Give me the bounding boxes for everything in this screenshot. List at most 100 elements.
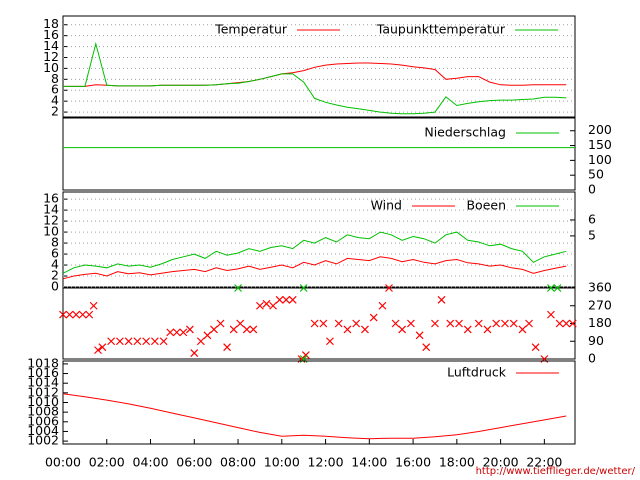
point-marker	[299, 284, 308, 292]
marker-stroke	[319, 319, 328, 328]
marker-stroke	[547, 284, 555, 292]
point-marker	[385, 284, 393, 292]
marker-stroke	[190, 349, 199, 358]
point-marker	[446, 319, 455, 328]
point-marker	[72, 310, 81, 319]
y2-tick-label: 0	[588, 351, 596, 366]
marker-stroke	[234, 284, 242, 292]
marker-stroke	[124, 337, 133, 346]
point-marker	[65, 310, 74, 319]
marker-stroke	[369, 313, 378, 322]
point-marker	[282, 295, 291, 304]
point-marker	[415, 331, 424, 340]
y2-tick-label: 5	[588, 227, 596, 242]
marker-stroke	[431, 319, 439, 328]
y-tick-label: 4	[51, 93, 59, 108]
marker-stroke	[406, 319, 415, 328]
point-marker	[249, 325, 258, 334]
panel-frame	[62, 15, 576, 118]
x-tick-label: 18:00	[439, 455, 475, 470]
point-marker	[398, 325, 407, 334]
marker-stroke	[115, 337, 124, 346]
legend-label: Niederschlag	[424, 125, 506, 140]
y2-tick-label: 180	[588, 315, 612, 330]
panel-frame	[62, 117, 576, 191]
marker-stroke	[242, 325, 251, 334]
y2-tick-label: 100	[588, 152, 612, 167]
series-line	[62, 231, 567, 274]
series-line	[63, 62, 567, 87]
marker-stroke	[501, 319, 509, 328]
point-marker	[492, 319, 501, 328]
point-marker	[190, 349, 199, 358]
point-marker	[216, 319, 225, 328]
point-marker	[94, 346, 102, 355]
marker-stroke	[463, 325, 472, 334]
point-marker	[133, 337, 142, 346]
y-tick-label: 10	[43, 224, 59, 239]
y-tick-label: 6	[51, 246, 59, 261]
y-tick-label: 2	[51, 104, 59, 119]
point-marker	[361, 325, 369, 334]
y2-tick-label: 360	[588, 280, 612, 295]
y-tick-label: 1008	[27, 404, 59, 419]
marker-stroke	[196, 337, 205, 346]
marker-stroke	[391, 319, 400, 328]
y-tick-label: 16	[43, 27, 59, 42]
marker-stroke	[334, 319, 343, 328]
x-tick-label: 00:00	[45, 455, 81, 470]
point-marker	[275, 295, 284, 304]
point-marker	[159, 337, 168, 346]
y-tick-label: 1004	[27, 423, 59, 438]
marker-stroke	[133, 337, 142, 346]
marker-stroke	[94, 346, 102, 355]
marker-stroke	[282, 295, 291, 304]
marker-stroke	[378, 301, 387, 310]
y-tick-label: 1018	[27, 355, 59, 370]
marker-stroke	[172, 328, 181, 337]
legend-label: Boeen	[466, 198, 506, 213]
series-line	[63, 41, 567, 115]
marker-stroke	[525, 319, 533, 328]
point-marker	[431, 319, 439, 328]
point-marker	[352, 319, 361, 328]
marker-stroke	[361, 325, 369, 334]
y-tick-label: 4	[51, 257, 59, 272]
marker-stroke	[422, 343, 431, 352]
marker-stroke	[255, 301, 264, 310]
point-marker	[525, 319, 533, 328]
legend-label: Wind	[371, 198, 402, 213]
point-marker	[288, 295, 297, 304]
marker-stroke	[299, 284, 308, 292]
marker-stroke	[275, 295, 284, 304]
point-marker	[166, 328, 175, 337]
marker-stroke	[531, 343, 540, 352]
point-marker	[483, 325, 492, 334]
x-tick-label: 02:00	[89, 455, 125, 470]
y-tick-label: 1010	[27, 394, 59, 409]
marker-stroke	[474, 319, 483, 328]
y-tick-label: 14	[43, 202, 59, 217]
point-marker	[203, 331, 212, 340]
point-marker	[531, 343, 540, 352]
series-line	[62, 393, 567, 440]
marker-stroke	[236, 319, 245, 328]
point-marker	[262, 299, 271, 308]
y-tick-label: 12	[43, 49, 59, 64]
point-marker	[59, 310, 67, 319]
point-marker	[142, 337, 151, 346]
marker-stroke	[269, 301, 277, 310]
point-marker	[78, 310, 87, 319]
point-marker	[89, 301, 98, 310]
point-marker	[242, 325, 251, 334]
point-marker	[474, 319, 483, 328]
point-marker	[229, 325, 238, 334]
marker-stroke	[385, 284, 393, 292]
marker-stroke	[185, 325, 194, 334]
x-tick-label: 08:00	[220, 455, 256, 470]
marker-stroke	[229, 325, 238, 334]
x-tick-label: 06:00	[176, 455, 212, 470]
marker-stroke	[179, 328, 188, 337]
y2-tick-label: 270	[588, 297, 612, 312]
